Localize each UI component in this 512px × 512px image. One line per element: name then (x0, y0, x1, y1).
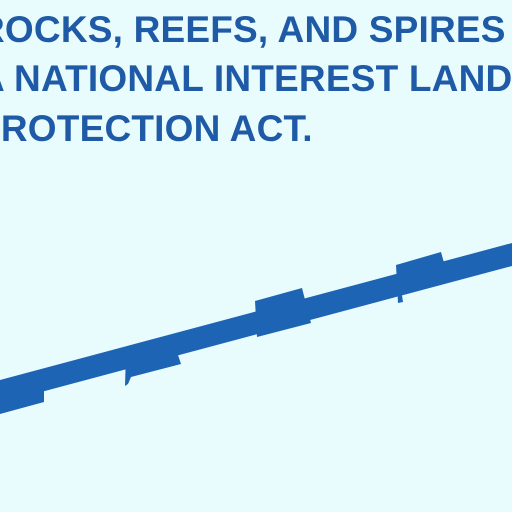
caption-line-2: A NATIONAL INTEREST LANDS (0, 58, 512, 99)
boundary-notch-1 (0, 373, 44, 414)
caption-line-3: PROTECTION ACT. (0, 108, 313, 149)
caption-line-1: ROCKS, REEFS, AND SPIRES (0, 9, 506, 50)
boundary-notch-3 (255, 288, 311, 337)
boundary-notch-2 (125, 340, 181, 386)
boundary-notch-4 (396, 252, 448, 303)
